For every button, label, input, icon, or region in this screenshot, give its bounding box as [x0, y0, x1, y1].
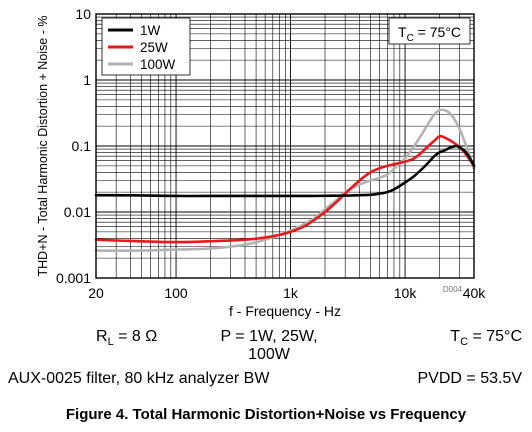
x-tick-label: 40k	[463, 285, 487, 301]
rl-sub: L	[107, 336, 114, 348]
x-axis-label: f - Frequency - Hz	[229, 303, 341, 319]
temperature-annotation: TC = 75°C	[388, 17, 471, 45]
x-tick-label: 100	[164, 285, 188, 301]
tc-main: T	[450, 328, 461, 345]
y-tick-label: 0.1	[72, 138, 92, 154]
series-line-25w	[94, 134, 476, 244]
thdn-vs-frequency-chart: 20 100 1k 10k 40k 0.001 0.01 0.1 1 10 f - Freque…	[36, 6, 486, 319]
legend-label-1w: 1W	[140, 23, 161, 38]
power-line1: P = 1W, 25W,	[220, 328, 318, 345]
y-tick-label: 1	[83, 72, 91, 88]
figure-id: D004	[443, 285, 463, 294]
x-tick-label: 10k	[394, 285, 418, 301]
y-axis-label: THD+N - Total Harmonic Distortion + Nois…	[36, 16, 50, 277]
filter-info: AUX-0025 filter, 80 kHz analyzer BW	[8, 370, 270, 387]
case-temperature: TC = 75°C	[450, 328, 522, 351]
pvdd-info: PVDD = 53.5V	[417, 370, 523, 387]
legend: 1W 25W 100W	[101, 17, 191, 76]
annotation-main: T	[398, 24, 407, 40]
plot-frame	[95, 13, 475, 279]
annotation-text: TC = 75°C	[398, 24, 461, 44]
y-tick-labels: 0.001 0.01 0.1 1 10	[56, 6, 91, 286]
power-levels: P = 1W, 25W, 100W	[204, 328, 334, 364]
annotation-sub: C	[407, 33, 414, 44]
legend-label-25w: 25W	[140, 40, 168, 55]
power-line2: 100W	[248, 346, 290, 363]
y-tick-label: 0.001	[56, 270, 91, 286]
series-line-1w	[94, 144, 476, 198]
annotation-rest: = 75°C	[414, 24, 461, 40]
figure-caption: Figure 4. Total Harmonic Distortion+Nois…	[65, 406, 467, 423]
rl-main: R	[96, 328, 108, 345]
y-tick-label: 10	[75, 6, 91, 22]
rl-rest: = 8 Ω	[113, 328, 158, 345]
tc-sub: C	[460, 336, 469, 348]
y-tick-label: 0.01	[64, 204, 91, 220]
x-tick-label: 20	[88, 285, 104, 301]
plot-lines	[94, 108, 476, 252]
load-resistance: RL = 8 Ω	[96, 328, 157, 351]
annotation-box	[388, 17, 471, 45]
tc-rest: = 75°C	[468, 328, 522, 345]
series-line-100w	[94, 108, 476, 252]
legend-label-100w: 100W	[140, 57, 176, 72]
x-tick-labels: 20 100 1k 10k 40k	[88, 285, 486, 301]
x-tick-label: 1k	[283, 285, 299, 301]
